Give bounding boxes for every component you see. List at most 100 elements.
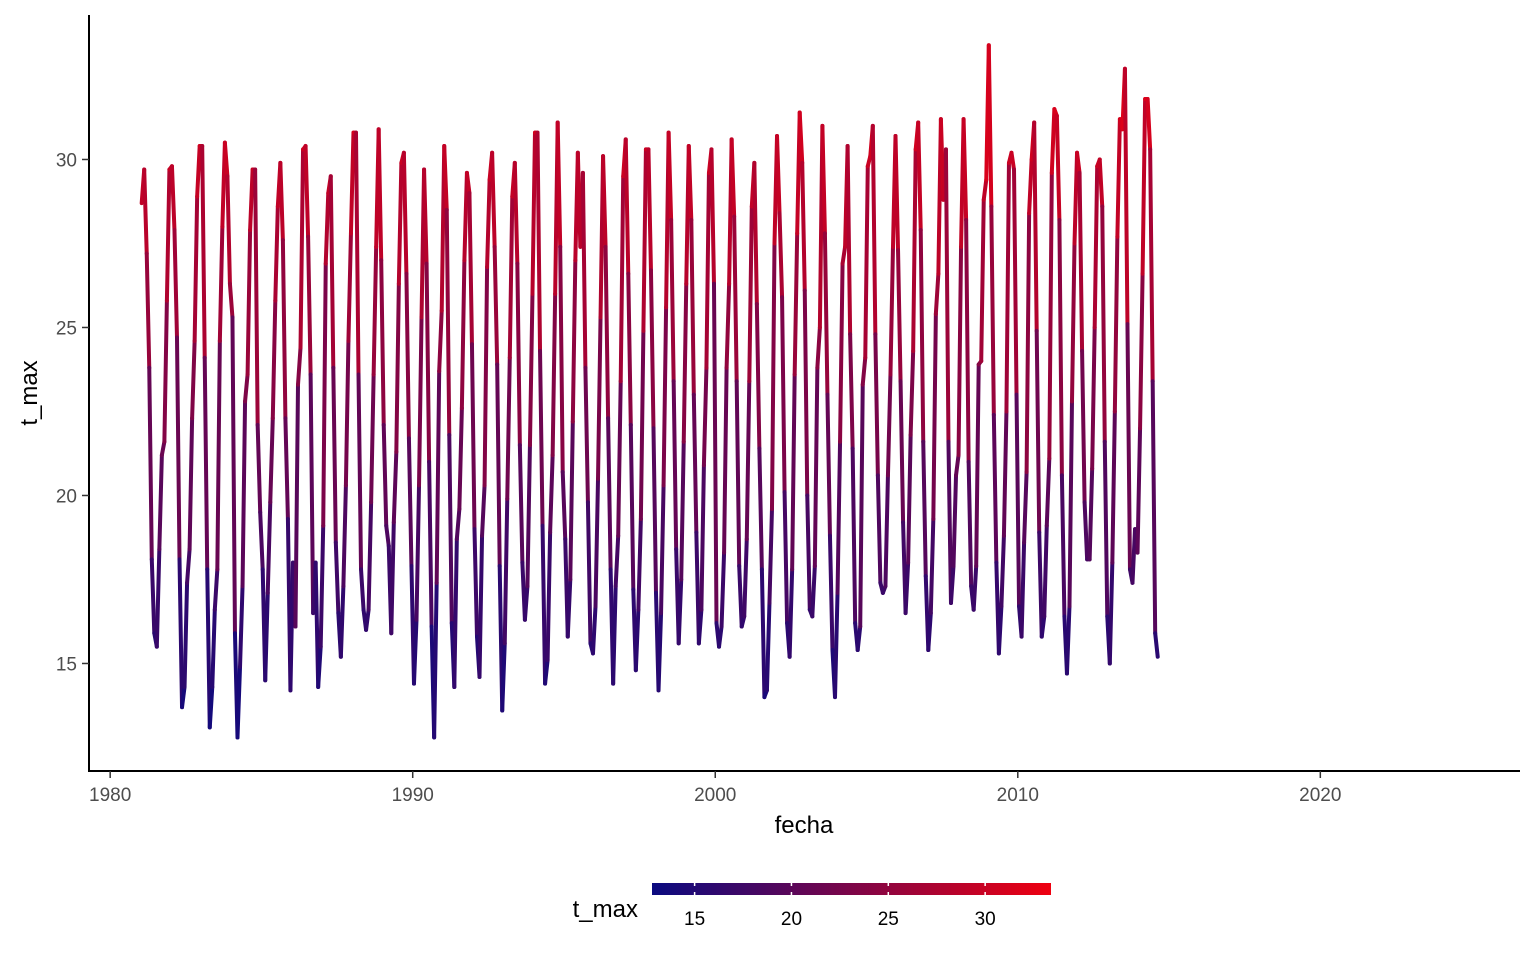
line-segment <box>212 567 220 612</box>
line-segment <box>417 315 424 488</box>
line-segment <box>1107 560 1115 666</box>
line-segment <box>777 211 785 300</box>
line-segment <box>1022 469 1029 545</box>
line-segment <box>195 144 202 199</box>
line-segment <box>543 658 550 686</box>
line-segment <box>174 335 182 562</box>
line-segment <box>1057 217 1064 478</box>
line-segment <box>870 123 878 337</box>
line-segment <box>245 228 253 377</box>
line-segment <box>898 379 906 525</box>
line-segment <box>916 120 923 233</box>
line-segment <box>1115 117 1122 239</box>
line-segment <box>394 281 401 454</box>
line-segment <box>775 133 782 216</box>
line-segment <box>538 349 545 528</box>
line-segment <box>1100 204 1107 444</box>
line-segment <box>845 144 853 337</box>
line-segment <box>596 315 603 481</box>
line-segment <box>676 577 684 646</box>
line-segment <box>613 533 621 589</box>
line-segment <box>540 523 548 686</box>
line-segment <box>840 244 848 266</box>
line-segment <box>273 204 280 303</box>
line-segment <box>1072 150 1080 246</box>
line-segment <box>263 590 270 683</box>
line-segment <box>366 500 374 612</box>
line-segment <box>371 244 379 377</box>
line-segment <box>966 459 974 589</box>
line-segment <box>1032 120 1039 333</box>
line-segment <box>452 537 459 689</box>
line-segment <box>908 349 916 437</box>
line-segment <box>472 527 479 639</box>
line-segment <box>1090 325 1097 471</box>
line-segment <box>646 147 653 273</box>
line-segment <box>296 345 303 387</box>
line-segment <box>157 453 164 552</box>
line-segment <box>981 177 989 202</box>
line-segment <box>769 241 777 511</box>
x-tick-label: 1980 <box>89 785 131 806</box>
line-segment <box>434 369 442 585</box>
line-segment <box>659 483 666 616</box>
line-segment <box>928 517 936 616</box>
line-segment <box>424 261 432 464</box>
line-segment <box>565 577 573 639</box>
line-segment <box>1097 157 1105 209</box>
line-segment <box>893 133 901 253</box>
line-segment <box>863 164 870 360</box>
line-segment <box>686 144 694 222</box>
line-segment <box>585 500 593 646</box>
line-segment <box>154 547 162 649</box>
line-segment <box>333 540 341 616</box>
line-segment <box>447 433 454 626</box>
line-segment <box>1092 164 1100 330</box>
x-axis: 1980 1990 2000 2010 2020 <box>89 771 1341 806</box>
line-segment <box>192 194 200 343</box>
line-segment <box>822 231 830 397</box>
line-segment <box>341 483 348 589</box>
line-segment <box>560 469 568 542</box>
line-segment <box>986 43 994 209</box>
x-tick-label: 1990 <box>392 785 434 806</box>
line-segment <box>974 362 981 569</box>
line-segment <box>638 328 646 521</box>
line-segment <box>323 191 331 266</box>
line-segment <box>190 338 197 421</box>
line-segment <box>369 372 376 505</box>
line-segment <box>931 312 938 521</box>
line-segment <box>1069 241 1077 404</box>
line-segment <box>391 449 399 525</box>
line-segment <box>517 443 525 565</box>
line-segment <box>732 214 739 384</box>
line-segment <box>810 564 817 619</box>
line-segment <box>280 238 288 421</box>
y-axis: 15 20 25 30 <box>56 150 89 675</box>
line-segment <box>991 412 999 565</box>
line-segment <box>906 433 913 565</box>
line-segment <box>989 204 996 417</box>
line-segment <box>636 517 643 612</box>
line-segment <box>159 439 167 458</box>
line-segment <box>850 446 858 626</box>
line-segment <box>144 251 152 370</box>
line-segment <box>787 567 795 659</box>
line-segment <box>734 379 742 569</box>
line-segment <box>1012 167 1019 397</box>
line-segment <box>711 281 719 626</box>
line-segment <box>948 564 956 605</box>
line-segment <box>522 584 530 622</box>
line-segment <box>719 550 727 629</box>
line-segment <box>933 271 941 317</box>
line-segment <box>641 147 648 333</box>
line-segment <box>210 607 217 689</box>
line-segment <box>462 170 469 263</box>
line-segment <box>1047 170 1054 461</box>
line-segment <box>243 372 250 404</box>
line-segment <box>442 144 449 212</box>
line-segment <box>222 140 230 179</box>
line-segment <box>1125 322 1132 572</box>
line-segment <box>1087 466 1095 562</box>
line-segment <box>169 164 177 233</box>
